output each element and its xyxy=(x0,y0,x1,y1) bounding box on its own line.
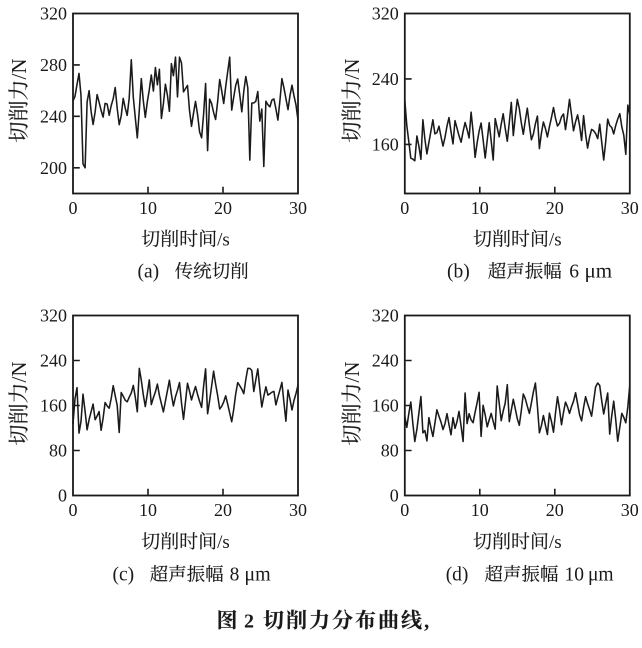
svg-text:10: 10 xyxy=(564,565,584,586)
svg-text:10: 10 xyxy=(139,198,157,218)
svg-text:/s: /s xyxy=(217,230,230,251)
svg-text:/s: /s xyxy=(549,532,562,553)
svg-text:30: 30 xyxy=(621,500,639,520)
svg-text:(c): (c) xyxy=(113,565,135,586)
svg-text:6: 6 xyxy=(569,262,579,283)
svg-text:80: 80 xyxy=(381,441,399,461)
svg-text:320: 320 xyxy=(40,306,67,326)
svg-text:/s: /s xyxy=(549,230,562,251)
svg-text:8: 8 xyxy=(230,565,240,586)
svg-text:20: 20 xyxy=(214,500,232,520)
svg-text:/s: /s xyxy=(217,532,230,553)
svg-text:2: 2 xyxy=(244,611,254,633)
svg-text:320: 320 xyxy=(372,306,399,326)
svg-text:(d): (d) xyxy=(446,565,469,586)
svg-text:10: 10 xyxy=(471,198,489,218)
svg-text:μm: μm xyxy=(584,259,612,283)
svg-text:,: , xyxy=(424,609,429,633)
svg-text:160: 160 xyxy=(372,396,399,416)
svg-text:10: 10 xyxy=(139,500,157,520)
svg-text:(b): (b) xyxy=(447,262,470,283)
svg-text:0: 0 xyxy=(69,500,78,520)
svg-text:80: 80 xyxy=(49,441,67,461)
svg-text:160: 160 xyxy=(40,396,67,416)
svg-text:20: 20 xyxy=(214,198,232,218)
svg-text:0: 0 xyxy=(400,198,409,218)
svg-text:240: 240 xyxy=(40,351,67,371)
svg-text:20: 20 xyxy=(546,198,564,218)
svg-text:μm: μm xyxy=(244,564,271,586)
svg-text:280: 280 xyxy=(40,55,67,75)
svg-text:320: 320 xyxy=(40,4,67,24)
svg-text:240: 240 xyxy=(372,69,399,89)
svg-text:(a): (a) xyxy=(138,262,160,283)
svg-text:/N: /N xyxy=(340,362,364,383)
svg-text:200: 200 xyxy=(40,158,67,178)
svg-text:10: 10 xyxy=(471,500,489,520)
svg-text:μm: μm xyxy=(588,565,614,586)
svg-text:320: 320 xyxy=(372,4,399,24)
svg-text:30: 30 xyxy=(621,198,639,218)
svg-text:0: 0 xyxy=(58,486,67,506)
svg-text:0: 0 xyxy=(390,486,399,506)
svg-text:240: 240 xyxy=(372,351,399,371)
svg-text:0: 0 xyxy=(69,198,78,218)
svg-text:160: 160 xyxy=(372,134,399,154)
svg-text:240: 240 xyxy=(40,106,67,126)
svg-text:/N: /N xyxy=(7,362,31,383)
svg-text:/N: /N xyxy=(340,59,364,80)
svg-text:30: 30 xyxy=(289,500,307,520)
svg-text:0: 0 xyxy=(400,500,409,520)
svg-text:/N: /N xyxy=(7,59,31,80)
svg-text:30: 30 xyxy=(289,198,307,218)
svg-text:20: 20 xyxy=(546,500,564,520)
